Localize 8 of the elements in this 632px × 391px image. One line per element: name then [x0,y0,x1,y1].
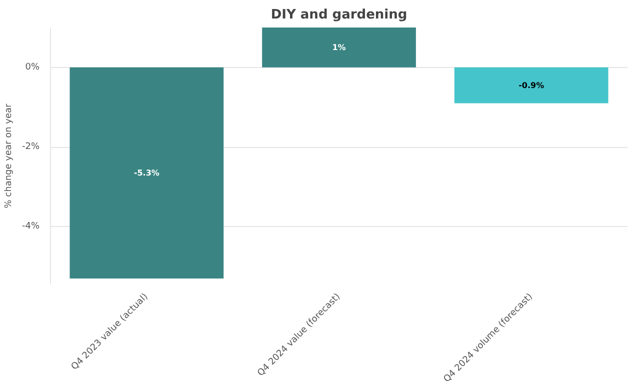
y-tick-label: 0% [25,62,40,72]
y-tick-label: -4% [22,222,40,232]
data-label: 1% [332,42,346,52]
chart-title: DIY and gardening [270,8,408,22]
y-tick-label: -2% [22,142,40,152]
y-axis-title: % change year on year [4,103,14,208]
data-label: -5.3% [134,168,160,178]
data-label: -0.9% [518,80,544,90]
